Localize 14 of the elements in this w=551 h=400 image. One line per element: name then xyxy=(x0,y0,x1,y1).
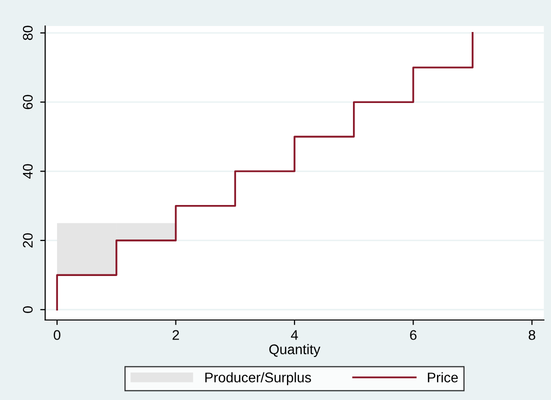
x-tick-label: 0 xyxy=(54,330,60,340)
x-tick-label: 8 xyxy=(528,330,536,340)
legend-label: Price xyxy=(428,372,458,382)
x-tick-label: 6 xyxy=(410,330,416,340)
y-tick-label: 80 xyxy=(22,26,33,40)
legend-label: Producer/Surplus xyxy=(205,372,312,386)
y-tick-label: 60 xyxy=(22,94,33,110)
x-tick-label: 4 xyxy=(290,330,298,340)
y-tick-label: 40 xyxy=(22,164,33,179)
line-series xyxy=(56,32,474,311)
x-tick-label: 2 xyxy=(172,330,179,340)
x-axis-title: Quantity xyxy=(269,344,320,358)
y-tick-label: 20 xyxy=(22,233,33,248)
y-tick-label: 0 xyxy=(22,306,33,313)
